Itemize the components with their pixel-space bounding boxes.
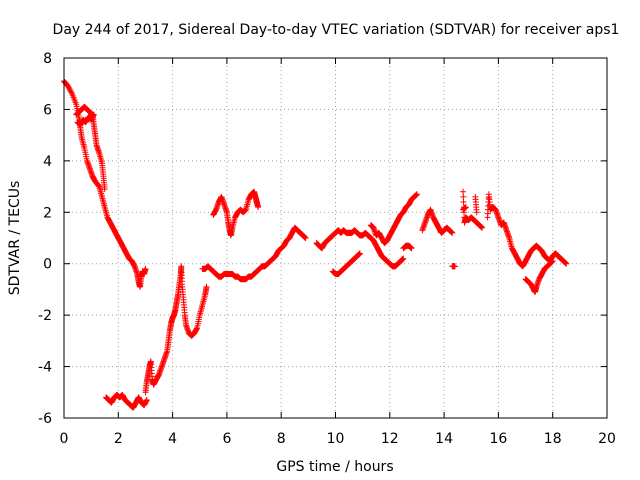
y-tick-label: 2 — [43, 205, 52, 221]
data-point — [65, 83, 72, 90]
y-tick-label: -6 — [38, 411, 52, 427]
chart-title: Day 244 of 2017, Sidereal Day-to-day VTE… — [53, 22, 620, 38]
x-tick-label: 0 — [60, 431, 69, 447]
data-point — [400, 255, 407, 262]
plot-frame — [63, 57, 608, 419]
x-tick-label: 18 — [544, 431, 562, 447]
data-point — [356, 250, 363, 257]
x-tick-label: 10 — [327, 431, 345, 447]
y-axis-label: SDTVAR / TECUs — [7, 181, 23, 296]
data-point — [549, 258, 556, 265]
x-tick-label: 16 — [489, 431, 507, 447]
y-tick-label: -4 — [38, 360, 52, 376]
data-point — [67, 88, 74, 95]
grid — [64, 58, 607, 418]
x-tick-label: 20 — [598, 431, 616, 447]
data-point — [67, 87, 74, 94]
data-point — [142, 265, 149, 272]
data-point — [68, 89, 75, 96]
data-point — [460, 188, 467, 195]
data-points — [61, 78, 570, 411]
axis-ticks: 0 2 4 6 8 10 12 14 16 18 20 -6 -4 -2 0 2 4 6 8 — [38, 51, 616, 447]
data-point — [462, 204, 469, 211]
data-point — [449, 229, 456, 236]
data-point — [90, 111, 97, 118]
data-point — [413, 191, 420, 198]
x-tick-label: 2 — [114, 431, 123, 447]
data-point — [95, 182, 102, 189]
x-tick-label: 8 — [277, 431, 286, 447]
y-tick-label: 6 — [43, 102, 52, 118]
x-tick-label: 6 — [222, 431, 231, 447]
data-point — [563, 260, 570, 267]
data-point — [65, 84, 72, 91]
data-point — [460, 199, 467, 205]
data-point — [451, 263, 458, 270]
y-tick-label: -2 — [38, 308, 52, 324]
data-point — [255, 204, 262, 211]
data-point — [473, 209, 480, 216]
data-point — [479, 224, 486, 231]
x-axis-label: GPS time / hours — [276, 459, 393, 475]
x-tick-label: 4 — [168, 431, 177, 447]
x-tick-label: 12 — [381, 431, 399, 447]
data-point — [66, 85, 73, 92]
y-tick-label: 0 — [43, 257, 52, 273]
x-tick-label: 14 — [435, 431, 453, 447]
y-tick-label: 8 — [43, 51, 52, 67]
data-point — [408, 245, 415, 252]
data-point — [101, 186, 108, 193]
data-point — [203, 283, 210, 290]
y-tick-label: 4 — [43, 154, 52, 170]
data-point — [302, 235, 309, 241]
data-point — [460, 193, 467, 200]
data-point — [143, 397, 150, 403]
